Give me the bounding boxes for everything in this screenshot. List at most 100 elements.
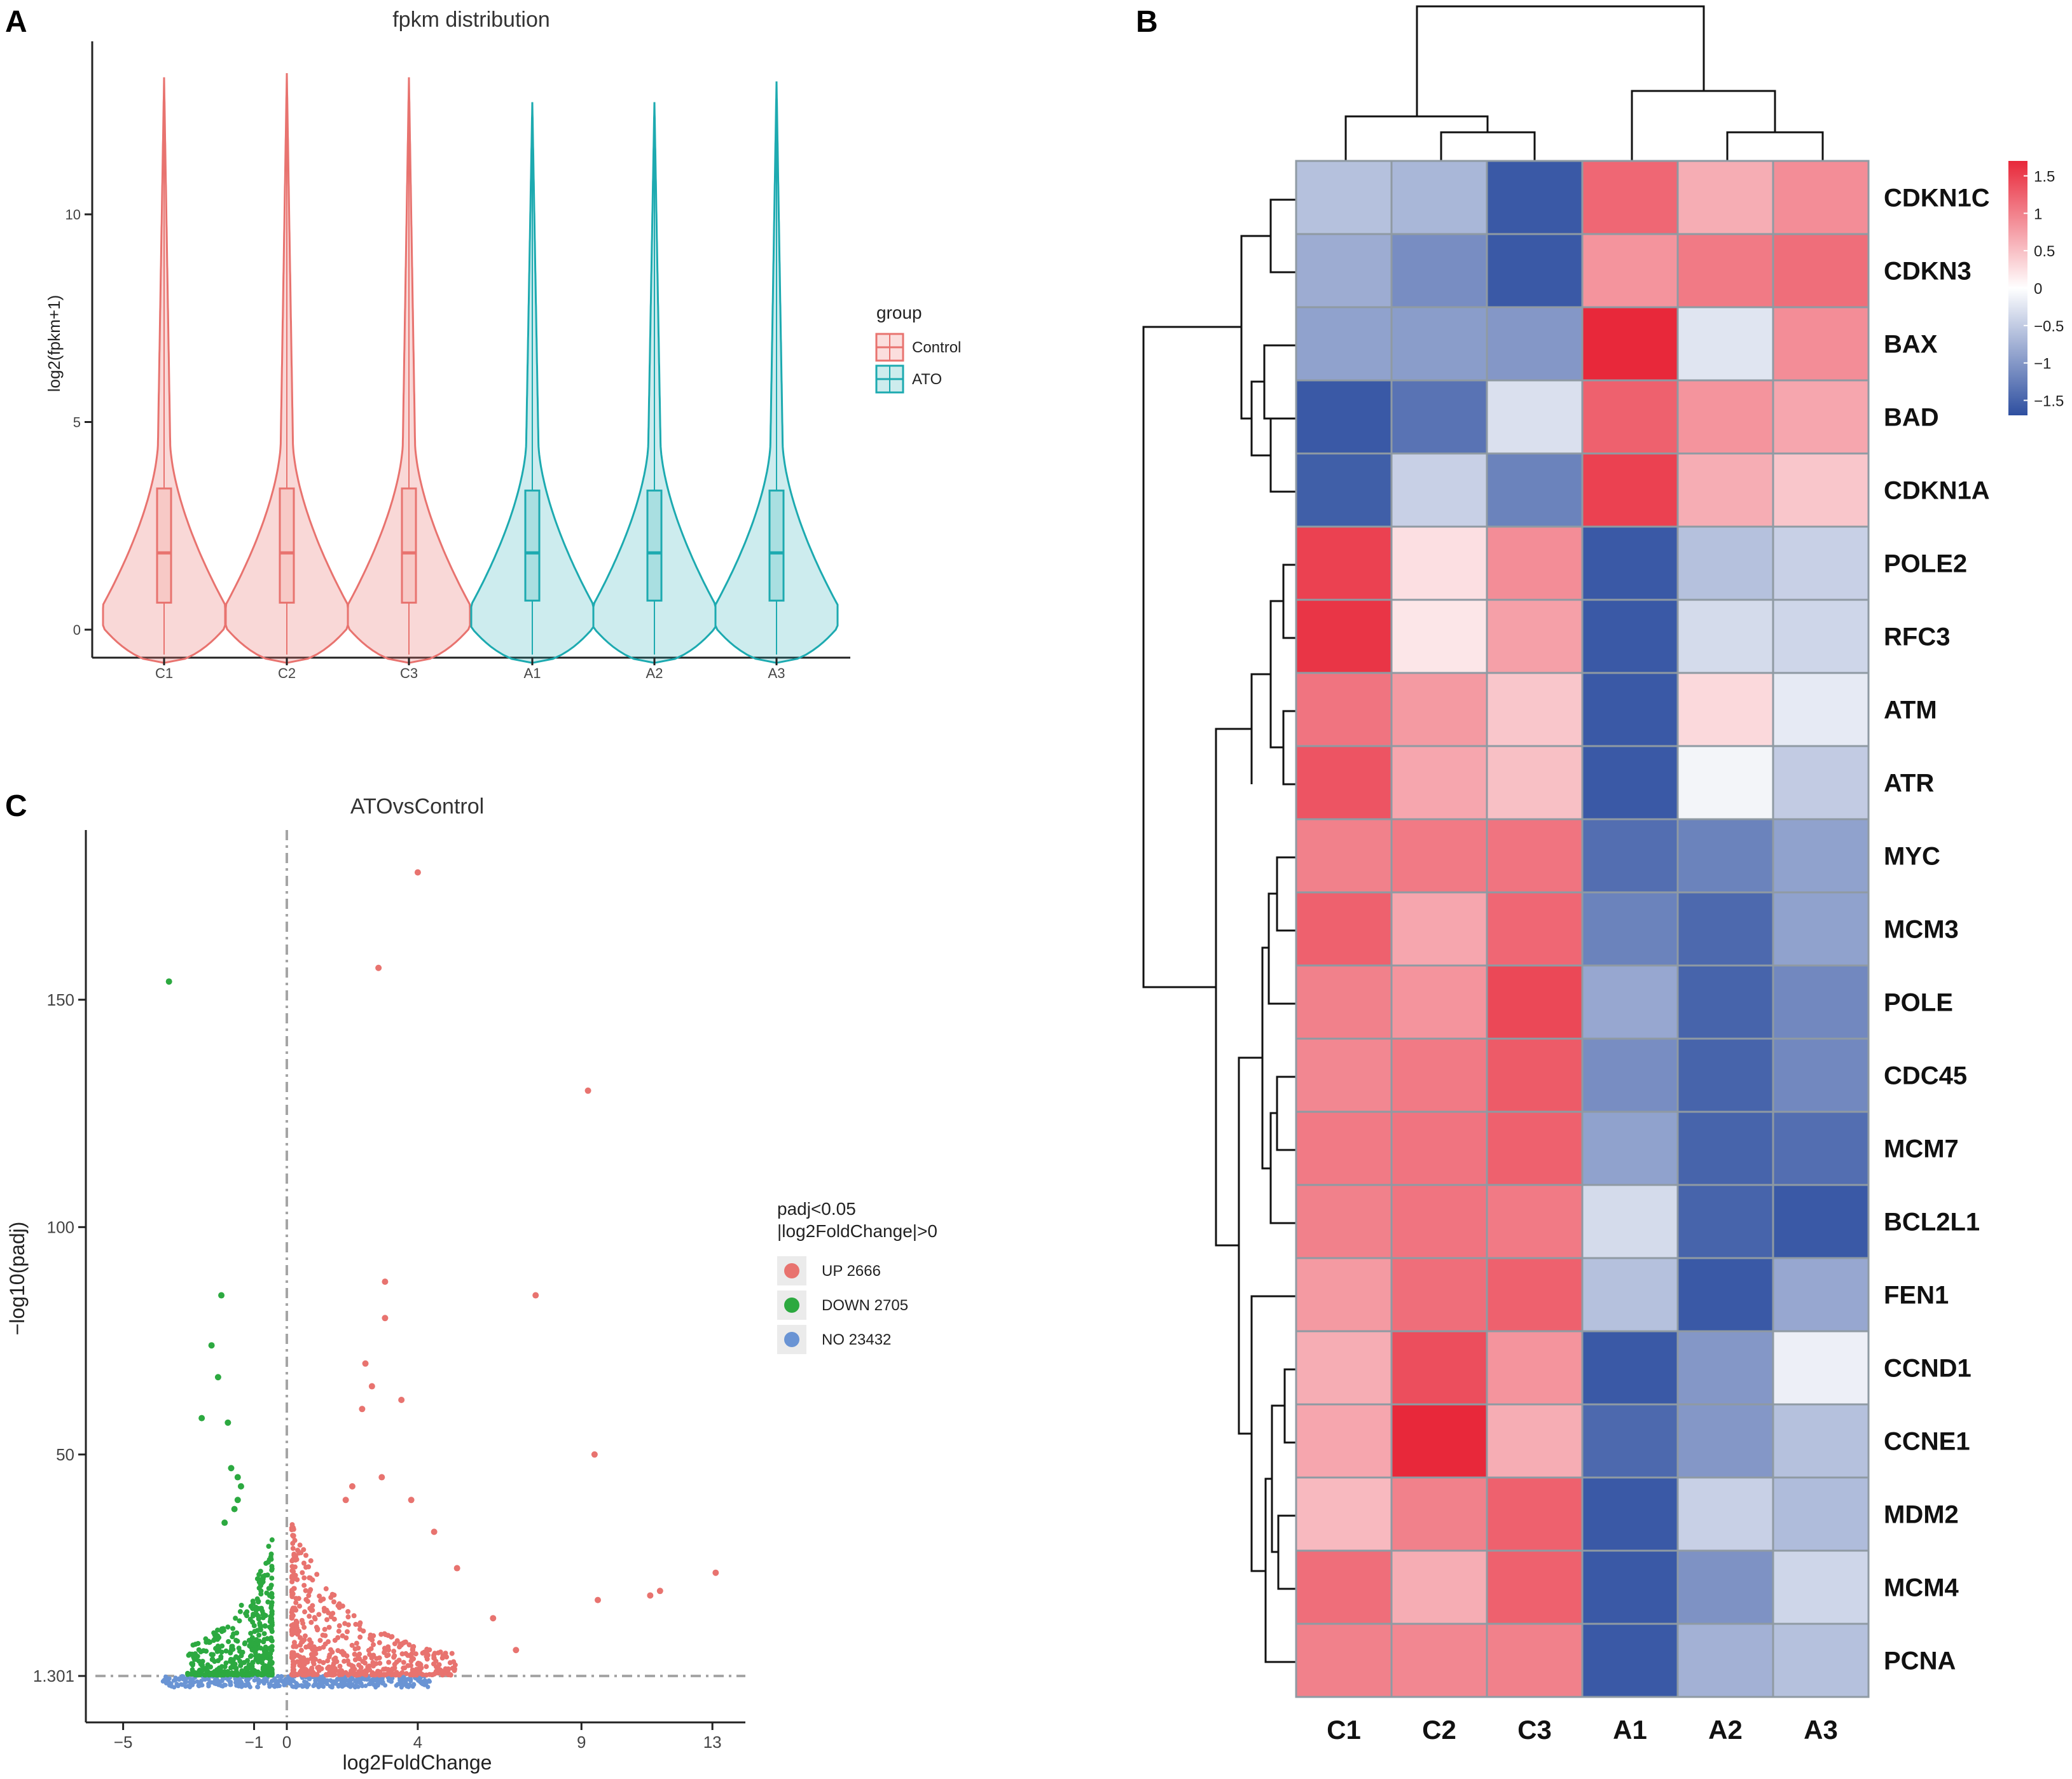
- point-down: [230, 1634, 235, 1640]
- point-up: [309, 1665, 315, 1671]
- panel-c-legend-title-2: |log2FoldChange|>0: [777, 1221, 937, 1241]
- point-down: [263, 1612, 268, 1618]
- point-no: [301, 1684, 307, 1689]
- point-up: [389, 1634, 395, 1640]
- cell-BAX-C1: [1295, 306, 1393, 382]
- point-up: [352, 1666, 357, 1672]
- point-up-outlier: [595, 1596, 602, 1603]
- point-up-outlier: [584, 1087, 591, 1094]
- point-up: [300, 1672, 305, 1678]
- point-up: [290, 1546, 296, 1551]
- point-no: [420, 1682, 425, 1687]
- y-tick-label: 10: [66, 207, 81, 223]
- cell-POLE2-A2: [1676, 525, 1774, 601]
- row-label-CDKN3: CDKN3: [1884, 258, 1972, 286]
- point-up: [394, 1659, 399, 1665]
- heatmap-row-labels: CDKN1C CDKN3 BAX BAD CDKN1A POLE2 RFC3 ATM ATR MY…: [1884, 184, 1990, 1675]
- cell-BCL2L1-C2: [1390, 1184, 1488, 1259]
- cell-MYC-C2: [1390, 818, 1488, 894]
- point-up: [297, 1542, 303, 1548]
- cell-MCM4-A2: [1676, 1549, 1774, 1625]
- cell-MCM4-C3: [1486, 1549, 1584, 1625]
- cell-POLE2-C1: [1295, 525, 1393, 601]
- point-down: [254, 1671, 259, 1677]
- point-no: [395, 1682, 400, 1687]
- cell-CCNE1-C3: [1486, 1403, 1584, 1479]
- cell-CDC45-A1: [1581, 1037, 1679, 1113]
- point-no: [206, 1681, 211, 1686]
- point-up: [294, 1652, 300, 1658]
- point-up: [320, 1632, 326, 1638]
- cell-RFC3-A1: [1581, 599, 1679, 674]
- point-up: [439, 1670, 445, 1675]
- point-no: [340, 1684, 345, 1689]
- point-no: [252, 1678, 257, 1683]
- point-no: [228, 1680, 233, 1685]
- point-up: [306, 1564, 312, 1570]
- point-down: [237, 1658, 243, 1664]
- point-up-outlier: [368, 1383, 375, 1390]
- cell-BAD-C1: [1295, 379, 1393, 455]
- cell-ATR-A3: [1772, 745, 1870, 820]
- panel-c-x-ticks: −5 −1 0 4 9 13: [114, 1722, 722, 1752]
- point-down: [218, 1672, 224, 1678]
- cell-ATM-C3: [1486, 672, 1584, 747]
- cell-PCNA-A1: [1581, 1623, 1679, 1698]
- point-up: [307, 1637, 312, 1643]
- point-down-outlier: [218, 1292, 225, 1299]
- point-down: [217, 1665, 223, 1671]
- row-label-CCNE1: CCNE1: [1884, 1428, 1970, 1456]
- point-down: [203, 1636, 209, 1642]
- row-label-MDM2: MDM2: [1884, 1501, 1959, 1529]
- y-tick-label: 50: [56, 1445, 74, 1464]
- cell-PCNA-C3: [1486, 1623, 1584, 1698]
- point-down: [269, 1609, 275, 1615]
- cell-BAX-A2: [1676, 306, 1774, 382]
- column-label-A2: A2: [1708, 1715, 1743, 1745]
- cell-RFC3-A3: [1772, 599, 1870, 674]
- cell-PCNA-A2: [1676, 1623, 1774, 1698]
- x-tick-label-A3: A3: [768, 665, 785, 681]
- cell-CDKN1C-A3: [1772, 160, 1870, 235]
- point-no: [317, 1682, 322, 1687]
- point-down: [266, 1544, 272, 1549]
- point-no: [386, 1678, 391, 1683]
- point-up: [352, 1657, 358, 1663]
- y-tick-label: 0: [73, 622, 81, 638]
- point-up: [412, 1670, 418, 1676]
- panel-a-legend-title: group: [876, 303, 922, 322]
- point-down: [269, 1659, 275, 1665]
- point-down: [265, 1572, 270, 1578]
- volcano-points: [160, 869, 719, 1690]
- point-up: [431, 1652, 437, 1658]
- point-up: [424, 1664, 429, 1670]
- point-no: [173, 1677, 178, 1682]
- point-up: [352, 1646, 358, 1652]
- cell-BAX-A1: [1581, 306, 1679, 382]
- cell-BAD-C2: [1390, 379, 1488, 455]
- column-label-C3: C3: [1517, 1715, 1552, 1745]
- cell-POLE-C3: [1486, 964, 1584, 1040]
- point-up: [307, 1614, 312, 1619]
- point-up: [302, 1609, 308, 1615]
- point-up: [357, 1656, 363, 1661]
- cell-PCNA-C2: [1390, 1623, 1488, 1698]
- cell-ATR-A1: [1581, 745, 1679, 820]
- point-no: [360, 1684, 365, 1689]
- point-down: [257, 1621, 263, 1626]
- cell-CDKN1A-C3: [1486, 452, 1584, 528]
- point-down: [197, 1668, 202, 1674]
- cell-RFC3-A2: [1676, 599, 1774, 674]
- point-no: [179, 1673, 184, 1679]
- point-up: [290, 1626, 296, 1631]
- point-down: [269, 1575, 275, 1581]
- cell-MCM7-C3: [1486, 1111, 1584, 1186]
- row-label-BCL2L1: BCL2L1: [1884, 1208, 1980, 1236]
- cell-POLE2-A1: [1581, 525, 1679, 601]
- point-up-outlier: [656, 1588, 663, 1595]
- cell-ATM-A3: [1772, 672, 1870, 747]
- row-label-MCM3: MCM3: [1884, 916, 1959, 944]
- point-up: [349, 1642, 355, 1648]
- point-down-outlier: [228, 1465, 235, 1472]
- point-up: [377, 1661, 383, 1666]
